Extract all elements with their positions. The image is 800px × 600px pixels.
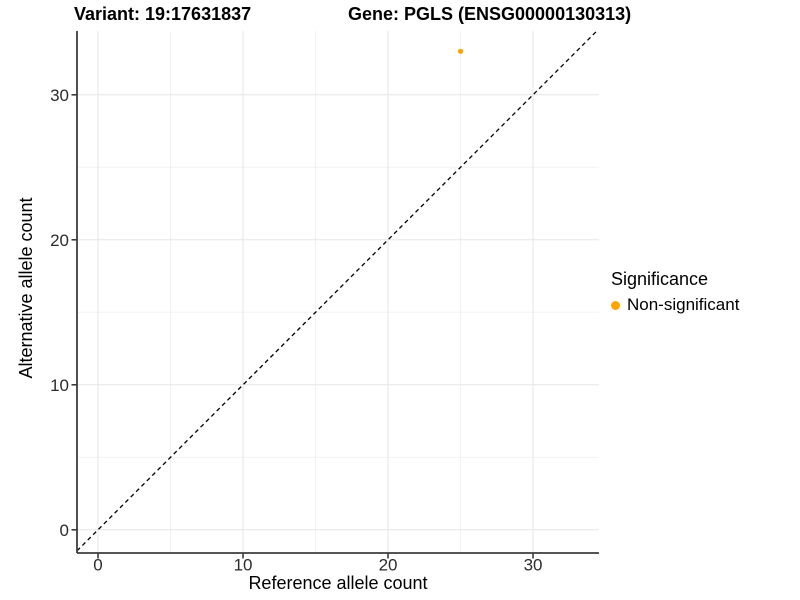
x-tick-label: 10 <box>234 556 253 575</box>
x-tick-label: 20 <box>379 556 398 575</box>
identity-dashed-line <box>76 30 598 552</box>
legend-item-non-significant: Non-significant <box>611 295 739 315</box>
axis-lines-group <box>76 31 599 554</box>
data-points-group <box>457 48 464 54</box>
minor-gridlines <box>77 31 599 553</box>
y-tick-label: 30 <box>50 86 69 105</box>
major-gridlines <box>77 31 599 553</box>
y-axis-title: Alternative allele count <box>16 197 36 378</box>
tick-labels-group: 0 10 20 30 0 10 20 30 <box>50 86 542 575</box>
plot-title-gene: Gene: PGLS (ENSG00000130313) <box>348 4 632 24</box>
y-tick-label: 20 <box>50 231 69 250</box>
data-point <box>457 48 464 54</box>
identity-line-group <box>76 30 598 552</box>
legend-item-label: Non-significant <box>627 295 740 314</box>
legend: Significance Non-significant <box>611 268 739 315</box>
y-tick-label: 10 <box>50 376 69 395</box>
tick-marks-group <box>71 94 534 559</box>
x-tick-label: 30 <box>524 556 543 575</box>
legend-key-dot-icon <box>611 300 620 310</box>
plot-title-variant: Variant: 19:17631837 <box>74 4 252 24</box>
x-axis-title: Reference allele count <box>248 573 427 593</box>
y-tick-label: 0 <box>60 521 69 540</box>
legend-title: Significance <box>611 269 709 289</box>
x-tick-label: 0 <box>93 556 102 575</box>
